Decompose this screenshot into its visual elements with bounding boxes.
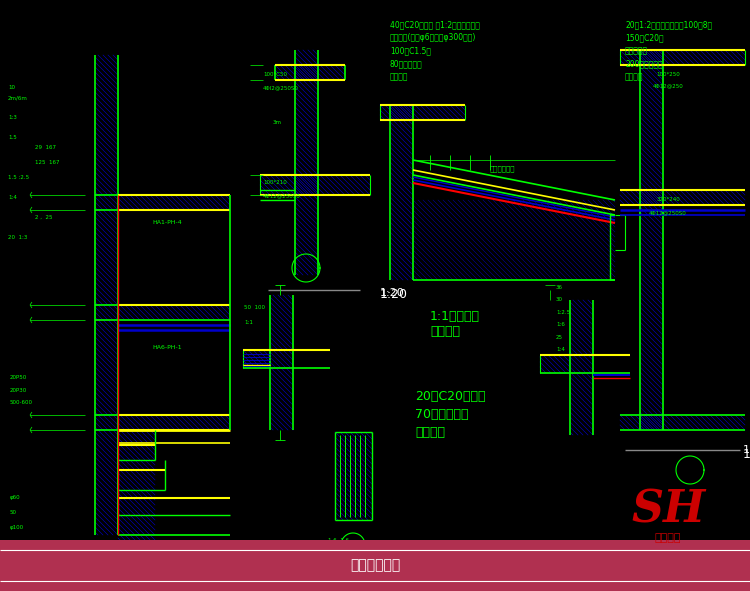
- Text: 4ΦI2@250S0: 4ΦI2@250S0: [263, 85, 298, 90]
- Text: 1:20: 1:20: [743, 445, 750, 455]
- Text: 80厚碎石垫层: 80厚碎石垫层: [390, 59, 423, 68]
- Text: 1:1沥青砂浆: 1:1沥青砂浆: [430, 310, 480, 323]
- Text: 200厚块石垫步: 200厚块石垫步: [625, 59, 663, 68]
- Text: 素土夯实: 素土夯实: [390, 72, 409, 81]
- Text: 20P50: 20P50: [10, 375, 27, 380]
- Text: 50: 50: [10, 510, 17, 515]
- Text: 素土夯实: 素土夯实: [625, 72, 644, 81]
- Text: 150厚C20砼: 150厚C20砼: [625, 33, 664, 42]
- Text: 素土夯实: 素土夯实: [415, 426, 445, 439]
- Text: 30: 30: [556, 297, 563, 302]
- Text: 4Φ12@250S0: 4Φ12@250S0: [649, 210, 687, 215]
- Text: 10: 10: [8, 85, 15, 90]
- Text: SH: SH: [631, 489, 705, 531]
- Text: 素材公社: 素材公社: [655, 533, 681, 543]
- Text: 1:6: 1:6: [556, 322, 565, 327]
- Text: 20厚C20细石砼: 20厚C20细石砼: [415, 390, 485, 403]
- Text: 100厚C1.5砼: 100厚C1.5砼: [390, 46, 431, 55]
- Text: 1:4: 1:4: [8, 195, 16, 200]
- Text: 40厚C20细石砼 加1:2水泥砂浆直面: 40厚C20细石砼 加1:2水泥砂浆直面: [390, 20, 480, 29]
- Text: 20P30: 20P30: [10, 388, 27, 393]
- Text: 70厚碎石垫层: 70厚碎石垫层: [415, 408, 469, 421]
- Text: φ100: φ100: [10, 525, 24, 530]
- Text: 1:4: 1:4: [556, 347, 565, 352]
- Text: 1:3: 1:3: [8, 115, 16, 120]
- Text: 320*240: 320*240: [656, 197, 680, 202]
- Text: 1.5 :2.5: 1.5 :2.5: [8, 175, 29, 180]
- Text: 1:1: 1:1: [244, 320, 253, 325]
- Text: 20  1:3: 20 1:3: [8, 235, 27, 240]
- Text: 20厚1:2水泥砂浆抹面作100宽8道: 20厚1:2水泥砂浆抹面作100宽8道: [625, 20, 712, 29]
- Text: 沥青砂浆抹面: 沥青砂浆抹面: [490, 165, 515, 171]
- Text: 1.5: 1.5: [8, 135, 16, 140]
- Text: 100*250: 100*250: [656, 72, 680, 77]
- Bar: [0, 540, 750, 591]
- Text: 1.6  1.6: 1.6 1.6: [328, 538, 349, 543]
- Text: 50  100: 50 100: [244, 305, 265, 310]
- Text: 2 ,  25: 2 , 25: [35, 215, 52, 220]
- Text: 钢筋挂子(内配φ6钢筋网φ300双向): 钢筋挂子(内配φ6钢筋网φ300双向): [390, 33, 476, 42]
- Text: 100*C50: 100*C50: [263, 72, 287, 77]
- Text: φ60: φ60: [10, 495, 21, 500]
- Text: HA6-PH-1: HA6-PH-1: [152, 345, 182, 350]
- Text: 25: 25: [556, 335, 563, 340]
- Text: 1:20: 1:20: [743, 448, 750, 461]
- Text: 1:20: 1:20: [380, 288, 405, 298]
- Text: 100*210: 100*210: [263, 180, 286, 185]
- Text: 4Φ12@250: 4Φ12@250: [652, 83, 683, 88]
- Text: 4Φ12@250S0: 4Φ12@250S0: [263, 193, 301, 198]
- Text: 厚碎石垫层: 厚碎石垫层: [625, 46, 648, 55]
- Text: 沥青麻丝: 沥青麻丝: [430, 325, 460, 338]
- Text: 2m/6m: 2m/6m: [8, 95, 28, 100]
- Text: 36: 36: [556, 285, 563, 290]
- Text: 1:20: 1:20: [380, 288, 408, 301]
- Text: 500-600: 500-600: [10, 400, 33, 405]
- Text: 1:2.5: 1:2.5: [556, 310, 570, 315]
- Text: 125  167: 125 167: [35, 160, 59, 165]
- Text: HA1-PH-4: HA1-PH-4: [152, 220, 182, 225]
- Text: 29  167: 29 167: [35, 145, 56, 150]
- Text: 给意素材公社: 给意素材公社: [350, 558, 400, 573]
- Text: 3m: 3m: [273, 120, 282, 125]
